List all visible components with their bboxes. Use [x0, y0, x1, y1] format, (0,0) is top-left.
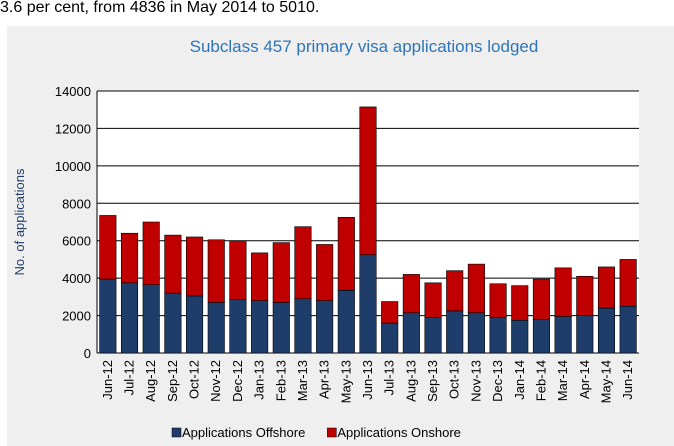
- bar-segment: [142, 221, 160, 285]
- bar-segment: [402, 274, 420, 314]
- bar-segment: [337, 217, 355, 291]
- y-tick-label: 8000: [62, 196, 91, 211]
- bar-segment: [120, 232, 139, 284]
- bar-segment: [597, 307, 616, 354]
- x-tick-label: Jun-13: [360, 360, 375, 400]
- bar-segment: [446, 270, 464, 312]
- bar-segment: [316, 244, 334, 301]
- x-tick-label: Jun-12: [100, 360, 115, 400]
- x-tick-label: Jan-14: [512, 360, 527, 400]
- bar-segment: [229, 241, 247, 300]
- bar-segment: [164, 292, 182, 354]
- x-tick-label: Mar-13: [295, 360, 310, 401]
- y-tick-label: 4000: [62, 271, 91, 286]
- x-tick-label: Jun-14: [620, 360, 635, 400]
- bar-segment: [554, 267, 572, 317]
- x-tick-label: Mar-14: [555, 360, 570, 401]
- x-tick-label: Aug-12: [143, 360, 158, 402]
- y-axis-label: No. of applications: [12, 168, 27, 275]
- bar-segment: [359, 254, 377, 354]
- bar-segment: [489, 283, 507, 318]
- bar-segment: [142, 284, 160, 354]
- chart-title: Subclass 457 primary visa applications l…: [190, 37, 539, 56]
- bar-segment: [294, 298, 312, 354]
- bar-segment: [424, 317, 442, 354]
- bar-segment: [359, 106, 377, 256]
- x-tick-label: Jul-12: [122, 360, 137, 395]
- x-tick-label: Feb-13: [273, 360, 288, 401]
- y-tick-label: 14000: [55, 84, 91, 99]
- bar-segment: [207, 239, 225, 303]
- x-tick-label: May-13: [338, 360, 353, 403]
- bar-segment: [532, 278, 550, 320]
- bar-segment: [99, 215, 117, 280]
- bar-segment: [272, 302, 290, 354]
- legend-label: Applications Offshore: [182, 425, 305, 440]
- x-tick-label: Dec-13: [490, 360, 505, 402]
- bar-segment: [511, 285, 529, 321]
- y-tick-label: 12000: [55, 121, 91, 136]
- bar-segment: [316, 300, 334, 354]
- x-tick-label: Nov-12: [208, 360, 223, 402]
- bar-segment: [597, 266, 616, 309]
- bar-segment: [532, 319, 550, 354]
- x-tick-label: Aug-13: [403, 360, 418, 402]
- bar-segment: [381, 322, 399, 354]
- bar-segment: [576, 275, 594, 316]
- y-tick-label: 6000: [62, 234, 91, 249]
- bar-segment: [251, 300, 269, 354]
- x-tick-label: Sep-13: [425, 360, 440, 402]
- bar-segment: [619, 305, 637, 354]
- bar-segment: [186, 295, 204, 354]
- bar-segment: [337, 290, 355, 354]
- bar-segment: [467, 263, 485, 314]
- y-tick-label: 2000: [62, 309, 91, 324]
- legend-swatch: [327, 427, 337, 438]
- bar-segment: [576, 315, 594, 354]
- x-tick-label: Dec-12: [230, 360, 245, 402]
- x-tick-label: May-14: [598, 360, 613, 403]
- y-tick-label: 10000: [55, 159, 91, 174]
- legend-label: Applications Onshore: [337, 425, 461, 440]
- bar-segment: [446, 310, 464, 354]
- x-tick-label: Nov-13: [468, 360, 483, 402]
- x-tick-label: Feb-14: [533, 360, 548, 401]
- bar-segment: [294, 226, 312, 300]
- bar-segment: [186, 236, 204, 297]
- x-tick-label: Jan-13: [252, 360, 267, 400]
- bar-segment: [619, 259, 637, 307]
- bar-segment: [402, 312, 420, 354]
- bar-segment: [424, 282, 442, 318]
- bar-segment: [467, 312, 485, 354]
- bar-segment: [489, 317, 507, 354]
- bar-segment: [554, 316, 572, 354]
- bar-segment: [99, 278, 117, 354]
- y-tick-label: 0: [84, 346, 91, 361]
- bar-segment: [251, 252, 269, 301]
- bar-segment: [229, 299, 247, 354]
- x-tick-label: Sep-12: [165, 360, 180, 402]
- bar-segment: [207, 302, 225, 354]
- x-tick-label: Jul-13: [382, 360, 397, 395]
- x-tick-label: Apr-14: [577, 360, 592, 399]
- x-tick-label: Apr-13: [317, 360, 332, 399]
- bar-segment: [511, 319, 529, 354]
- bar-segment: [120, 282, 139, 354]
- bar-segment: [164, 234, 182, 294]
- bar-segment: [272, 242, 290, 303]
- bar-segment: [381, 301, 399, 324]
- legend-swatch: [171, 427, 182, 438]
- x-tick-label: Oct-12: [187, 360, 202, 399]
- page-text: 3.6 per cent, from 4836 in May 2014 to 5…: [0, 0, 319, 16]
- x-tick-label: Oct-13: [447, 360, 462, 399]
